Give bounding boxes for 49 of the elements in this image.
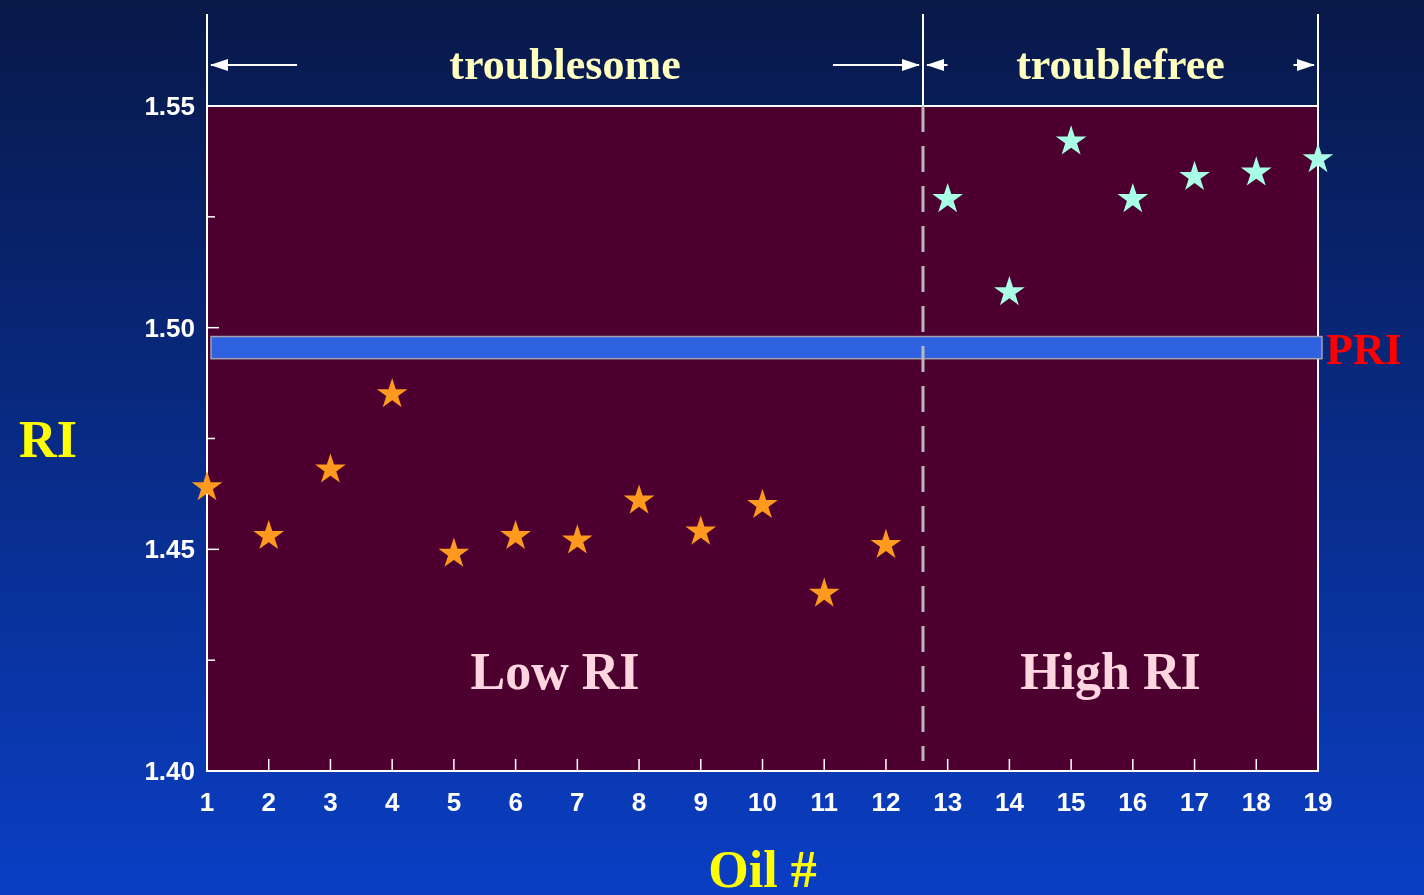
point [1055, 125, 1087, 155]
point [808, 577, 840, 607]
x-tick-label: 18 [1241, 787, 1271, 817]
annotation: Low RI [470, 643, 640, 700]
point [685, 515, 717, 545]
point [932, 182, 964, 213]
x-tick-label: 10 [748, 787, 777, 817]
y-tick-label: 1.50 [144, 312, 195, 343]
x-tick-label: 12 [871, 787, 901, 817]
x-tick-label: 5 [446, 787, 462, 817]
x-tick-label: 3 [323, 787, 338, 817]
point [994, 276, 1025, 306]
x-tick-label: 4 [384, 787, 400, 817]
x-tick-label: 17 [1180, 787, 1210, 817]
x-axis-title: Oil # [708, 841, 817, 895]
x-tick-label: 16 [1118, 787, 1148, 817]
point [1179, 160, 1210, 190]
x-tick-label: 11 [810, 787, 838, 817]
x-tick-label: 6 [508, 787, 523, 817]
band-label: PRI [1326, 324, 1402, 374]
point [747, 488, 778, 519]
point [1117, 182, 1149, 213]
point [438, 537, 470, 567]
point [561, 524, 593, 554]
y-axis-title: RI [19, 410, 77, 468]
point [870, 528, 902, 558]
x-tick-label: 13 [933, 787, 963, 817]
y-tick-label: 1.55 [144, 91, 195, 122]
text: troublefree [1016, 40, 1225, 89]
point [500, 519, 531, 550]
point [1302, 143, 1334, 173]
x-tick-label: 14 [994, 787, 1025, 817]
y-tick-label: 1.45 [144, 534, 195, 565]
point [253, 519, 285, 550]
x-tick-label: 19 [1303, 787, 1333, 817]
x-tick-label: 1 [199, 787, 215, 817]
x-tick-label: 7 [570, 787, 585, 817]
point [376, 378, 408, 408]
point [315, 453, 346, 483]
point [623, 484, 655, 514]
x-tick-label: 2 [261, 787, 276, 817]
x-tick-label: 9 [693, 787, 709, 817]
text: troublesome [449, 40, 681, 89]
y-tick-label: 1.40 [144, 756, 195, 787]
annotation: High RI [1020, 643, 1201, 700]
x-tick-label: 8 [631, 787, 647, 817]
point [1240, 156, 1272, 186]
point [191, 471, 223, 501]
x-tick-label: 15 [1056, 787, 1086, 817]
